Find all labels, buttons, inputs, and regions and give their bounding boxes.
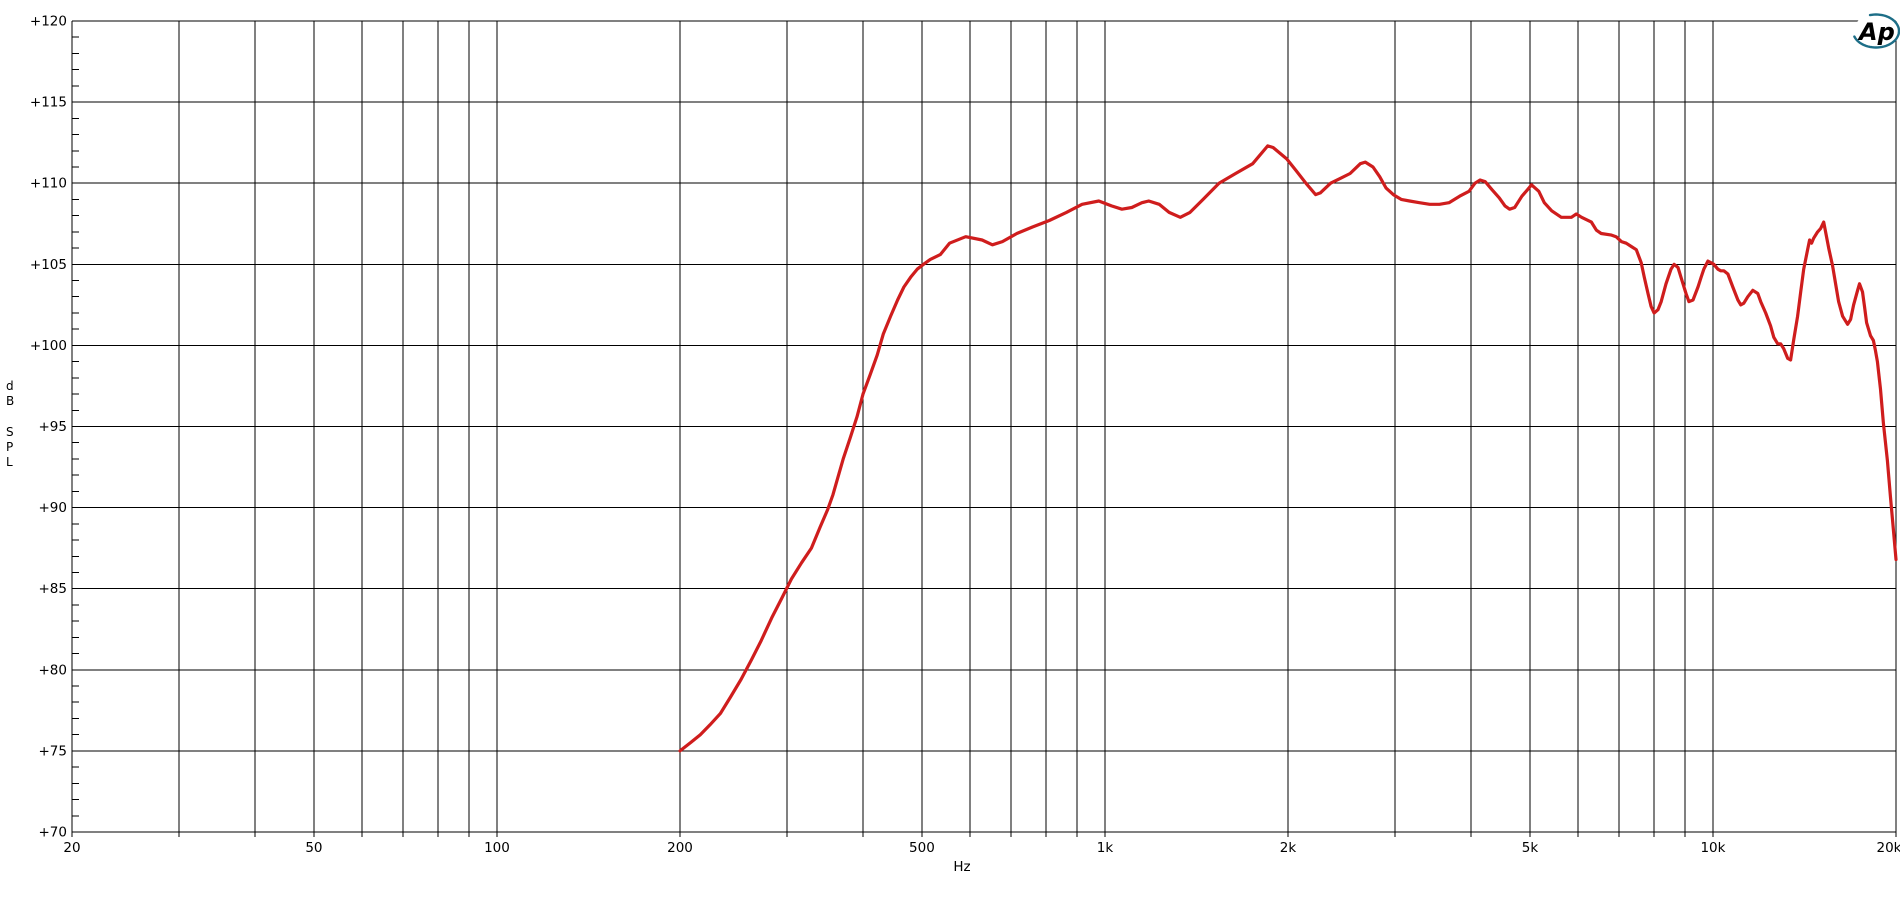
x-axis-tick-label: 20 [63,840,80,856]
y-axis-unit-letter: P [6,440,13,454]
x-axis-tick-label: 50 [305,840,322,856]
y-axis-unit-letter: B [6,394,14,408]
y-axis-tick-label: +95 [39,419,68,435]
x-axis-unit-label: Hz [953,859,970,875]
logo-text: Ap [1857,18,1895,46]
x-axis-tick-label: 100 [484,840,510,856]
x-axis-tick-label: 500 [909,840,935,856]
x-axis-tick-label: 5k [1522,840,1539,856]
x-axis-tick-label: 1k [1097,840,1114,856]
y-axis-tick-label: +105 [30,257,67,273]
y-axis-tick-label: +90 [39,500,68,516]
x-axis-tick-label: 20k [1877,840,1900,856]
audio-precision-logo: Ap [1853,13,1900,49]
y-axis-tick-label: +80 [39,662,68,678]
y-axis-tick-label: +85 [39,581,68,597]
y-axis-tick-label: +110 [30,176,67,192]
x-axis-tick-label: 10k [1700,840,1725,856]
y-axis-unit-letter: S [6,425,14,439]
y-axis-tick-label: +100 [30,338,67,354]
x-axis-tick-label: 2k [1280,840,1297,856]
x-axis-tick-label: 200 [667,840,693,856]
y-axis-unit-letter: L [6,455,13,469]
logo-background [1853,14,1899,48]
y-axis-tick-label: +115 [30,95,67,111]
y-axis-tick-label: +70 [39,825,68,841]
y-axis-unit-letter: d [6,379,14,393]
response-curve [678,144,1898,753]
logo-swoosh [1853,13,1900,49]
y-axis-tick-label: +75 [39,743,68,759]
y-axis-tick-label: +120 [30,14,67,30]
